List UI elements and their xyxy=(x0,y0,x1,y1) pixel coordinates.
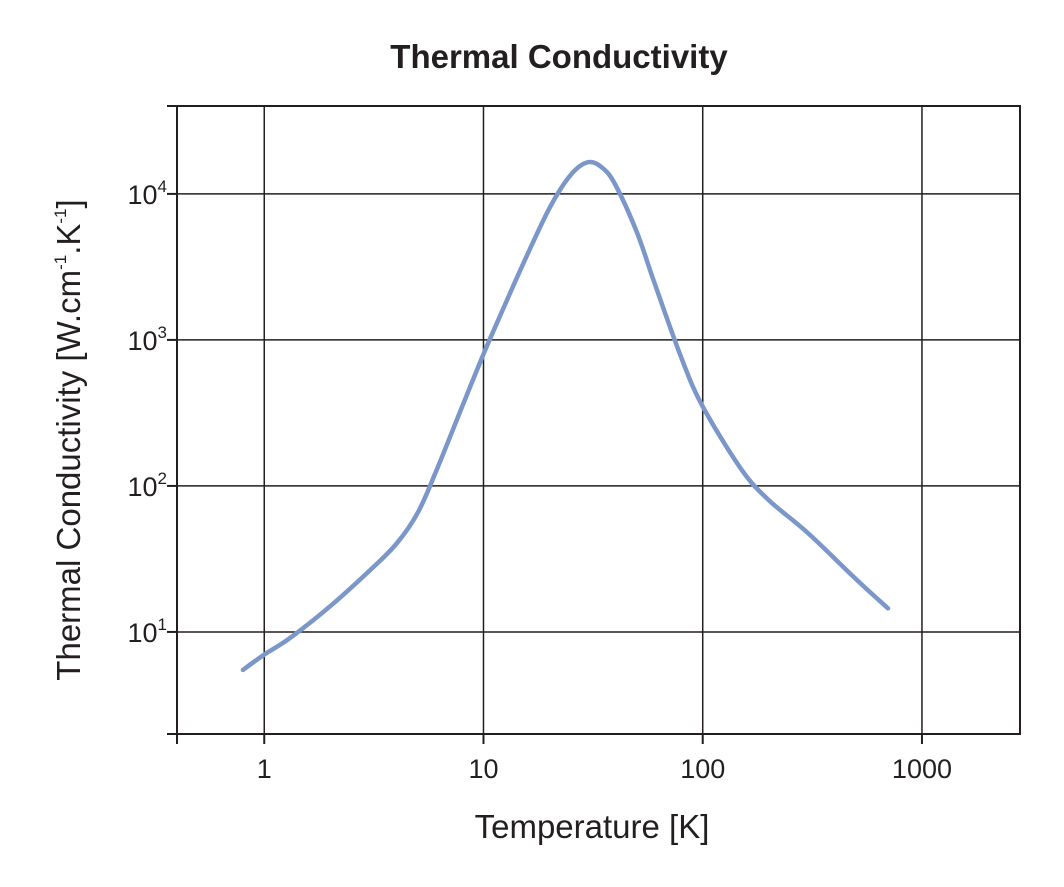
x-tick-label: 1 xyxy=(257,754,272,784)
y-axis-title-end: ] xyxy=(50,199,87,208)
x-tick-label: 100 xyxy=(680,754,725,784)
y-tick-label-exponent: 4 xyxy=(158,177,167,196)
x-tick-label: 1000 xyxy=(892,754,952,784)
y-axis-title-main: Thermal Conductivity [W.cm xyxy=(50,270,87,681)
y-tick-label-base: 10 xyxy=(127,618,157,648)
x-tick-label: 10 xyxy=(468,754,498,784)
chart-title: Thermal Conductivity xyxy=(390,38,728,75)
y-tick-label-exponent: 1 xyxy=(158,615,167,634)
plot-background xyxy=(177,106,1020,734)
plot-frame xyxy=(176,105,1021,735)
grid-lines xyxy=(177,106,1020,734)
y-tick-label-base: 10 xyxy=(127,326,157,356)
y-tick-label-base: 10 xyxy=(127,472,157,502)
conductivity-curve xyxy=(240,159,891,673)
x-axis-ticks: 1 10 100 1000 xyxy=(176,734,952,784)
y-axis-title: Thermal Conductivity [W.cm-1.K-1] xyxy=(50,199,87,680)
y-tick-label: 104 xyxy=(127,177,167,210)
y-tick-label-exponent: 2 xyxy=(158,469,167,488)
x-axis-title: Temperature [K] xyxy=(475,808,710,845)
y-tick-label-base: 10 xyxy=(127,180,157,210)
y-tick-label: 103 xyxy=(127,323,167,356)
y-tick-label: 102 xyxy=(127,469,167,502)
y-tick-label: 101 xyxy=(127,615,167,648)
y-tick-label-exponent: 3 xyxy=(158,323,167,342)
y-axis-title-mid: .K xyxy=(50,224,87,255)
y-axis-title-sup1: -1 xyxy=(51,255,70,270)
y-axis-title-sup2: -1 xyxy=(51,208,70,223)
